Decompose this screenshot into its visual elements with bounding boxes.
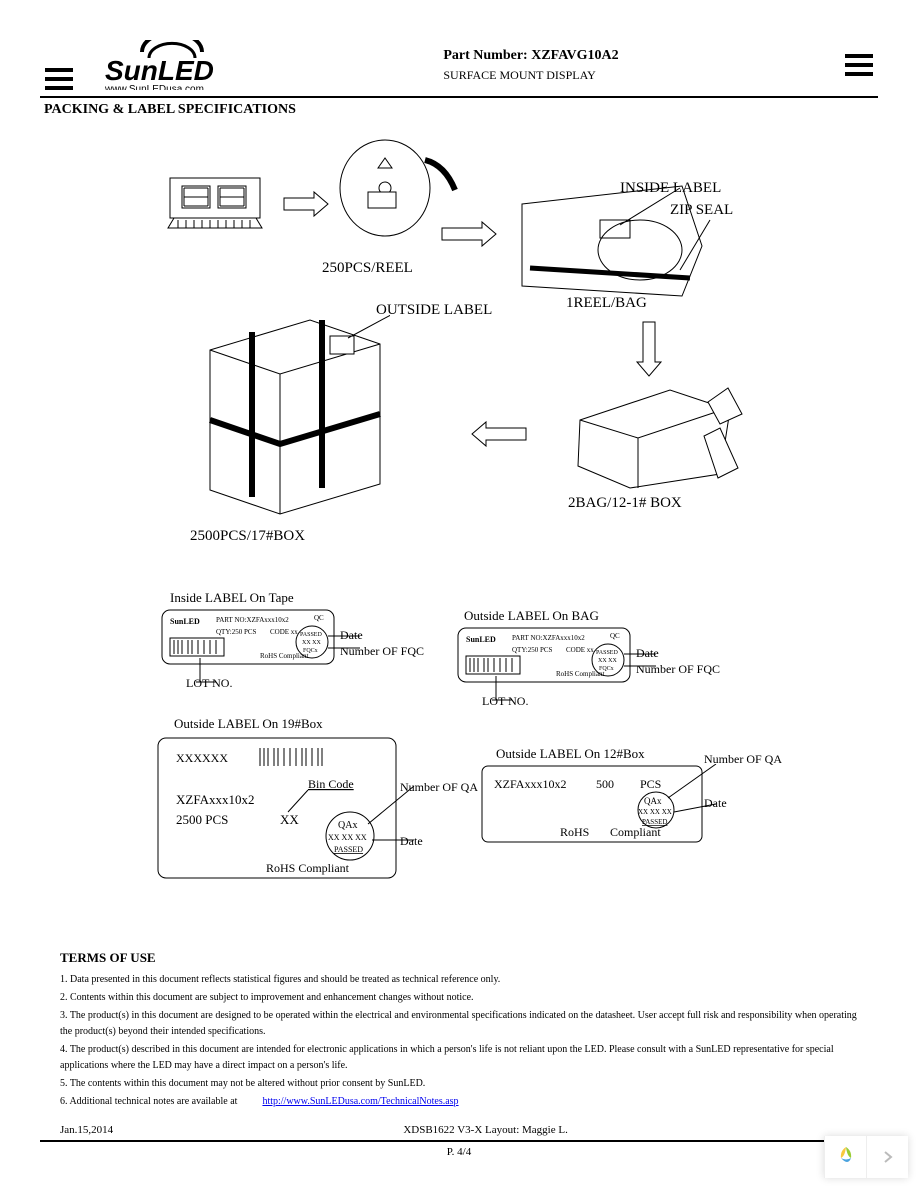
packing-diagram: 250PCS/REEL INSIDE LABEL ZIP SEAL 1REEL/… (40, 130, 878, 570)
svg-text:RoHS: RoHS (560, 825, 589, 839)
bag-qty: 1REEL/BAG (566, 295, 647, 312)
svg-text:PASSED: PASSED (334, 845, 363, 854)
svg-text:PASSED: PASSED (300, 632, 322, 638)
box12-date: Date (704, 796, 727, 811)
part-label: Part Number: (443, 48, 527, 63)
bag-fqc: Number OF FQC (636, 662, 720, 677)
box12-qa: Number OF QA (704, 752, 782, 767)
arrow-left-icon (470, 420, 530, 450)
box12-label-icon: XZFAxxx10x2 500 PCS QAx XX XX XX PASSED … (480, 764, 860, 884)
box19-qa: Number OF QA (400, 780, 478, 795)
svg-text:Compliant: Compliant (610, 825, 661, 839)
svg-text:SunLED: SunLED (105, 55, 214, 86)
term-item: 6. Additional technical notes are availa… (60, 1094, 858, 1110)
bag-date: Date (636, 646, 659, 661)
svg-text:CODE xx: CODE xx (270, 628, 298, 636)
footer-page: P. 4/4 (40, 1146, 878, 1158)
terms-of-use: TERMS OF USE 1. Data presented in this d… (40, 950, 878, 1110)
svg-text:RoHS Compliant: RoHS Compliant (260, 652, 308, 660)
header-rule (40, 96, 878, 98)
small-box-qty: 2BAG/12-1# BOX (568, 495, 682, 512)
part-number: XZFAVG10A2 (531, 48, 618, 63)
next-arrow-icon[interactable] (866, 1136, 908, 1178)
svg-text:SunLED: SunLED (170, 617, 200, 626)
floating-toolbar (824, 1136, 908, 1178)
outside-label: OUTSIDE LABEL (376, 302, 492, 319)
svg-text:SunLED: SunLED (466, 635, 496, 644)
inside-label: INSIDE LABEL (620, 180, 721, 197)
svg-text:CODE xx: CODE xx (566, 646, 594, 654)
sunled-logo-icon: SunLED www.SunLEDusa.com (97, 40, 257, 90)
bag-icon (510, 180, 720, 310)
arrow-down-icon (635, 320, 665, 380)
reel-qty: 250PCS/REEL (322, 260, 413, 277)
tape-label-title: Inside LABEL On Tape (170, 590, 294, 606)
svg-text:RoHS Compliant: RoHS Compliant (556, 670, 604, 678)
svg-text:PCS: PCS (640, 777, 661, 791)
svg-text:XX XX: XX XX (598, 658, 617, 664)
svg-text:2500 PCS: 2500 PCS (176, 812, 228, 827)
svg-text:XX: XX (280, 812, 299, 827)
box19-date: Date (400, 834, 423, 849)
svg-text:XZFAxxx10x2: XZFAxxx10x2 (176, 792, 254, 807)
svg-text:PART NO:XZFAxxx10x2: PART NO:XZFAxxx10x2 (512, 634, 585, 642)
zip-seal: ZIP SEAL (670, 202, 733, 219)
tape-lotno: LOT NO. (186, 676, 232, 691)
brand-logo: SunLED www.SunLEDusa.com (97, 40, 257, 90)
svg-text:XXXXXX: XXXXXX (176, 751, 228, 765)
svg-text:500: 500 (596, 777, 614, 791)
term-item: 1. Data presented in this document refle… (60, 972, 858, 988)
arrow-right-icon (282, 190, 332, 220)
box19-title: Outside LABEL On 19#Box (174, 716, 323, 732)
svg-text:QAx: QAx (644, 796, 662, 806)
box19-label-icon: XXXXXX XZFAxxx10x2 2500 PCS XX Bin Code … (156, 736, 506, 896)
svg-text:XX XX: XX XX (302, 640, 321, 646)
term-item: 3. The product(s) in this document are d… (60, 1008, 858, 1040)
big-box-qty: 2500PCS/17#BOX (190, 528, 305, 545)
part-info: Part Number: XZFAVG10A2 SURFACE MOUNT DI… (443, 48, 618, 83)
term-item: 2. Contents within this document are sub… (60, 990, 858, 1006)
terms-title: TERMS OF USE (60, 950, 858, 966)
term-item: 5. The contents within this document may… (60, 1076, 858, 1092)
big-box-icon (190, 310, 390, 520)
tape-date: Date (340, 628, 363, 643)
brand-url: www.SunLEDusa.com (104, 84, 204, 90)
display-chip-icon (160, 160, 280, 240)
bag-label-title: Outside LABEL On BAG (464, 608, 599, 624)
svg-text:XX XX XX: XX XX XX (638, 808, 672, 816)
svg-text:QC: QC (610, 632, 620, 640)
svg-text:QTY:250 PCS: QTY:250 PCS (216, 628, 257, 636)
tape-fqc: Number OF FQC (340, 644, 424, 659)
box12-title: Outside LABEL On 12#Box (496, 746, 645, 762)
part-subtitle: SURFACE MOUNT DISPLAY (443, 68, 618, 83)
svg-text:Bin Code: Bin Code (308, 777, 354, 791)
footer-date: Jan.15,2014 (60, 1124, 113, 1136)
svg-text:XZFAxxx10x2: XZFAxxx10x2 (494, 777, 566, 791)
svg-text:QAx: QAx (338, 820, 357, 831)
arrow-right-icon (440, 220, 500, 250)
app-logo-icon[interactable] (824, 1136, 866, 1178)
svg-text:PART NO:XZFAxxx10x2: PART NO:XZFAxxx10x2 (216, 616, 289, 624)
svg-text:RoHS Compliant: RoHS Compliant (266, 861, 350, 875)
footer-doc: XDSB1622 V3-X Layout: Maggie L. (403, 1124, 567, 1136)
section-title: PACKING & LABEL SPECIFICATIONS (44, 102, 878, 118)
bag-lotno: LOT NO. (482, 694, 528, 709)
svg-text:PASSED: PASSED (596, 650, 618, 656)
svg-text:XX XX XX: XX XX XX (328, 833, 367, 842)
terms-link[interactable]: http://www.SunLEDusa.com/TechnicalNotes.… (262, 1096, 458, 1107)
label-detail: Inside LABEL On Tape SunLED PART NO:XZFA… (40, 590, 878, 910)
term-item: 4. The product(s) described in this docu… (60, 1042, 858, 1074)
menu-right-icon[interactable] (845, 54, 873, 76)
svg-text:QC: QC (314, 614, 324, 622)
svg-text:QTY:250 PCS: QTY:250 PCS (512, 646, 553, 654)
small-box-icon (570, 380, 750, 490)
page-footer: Jan.15,2014 XDSB1622 V3-X Layout: Maggie… (40, 1124, 878, 1158)
menu-left-icon[interactable] (45, 68, 73, 90)
